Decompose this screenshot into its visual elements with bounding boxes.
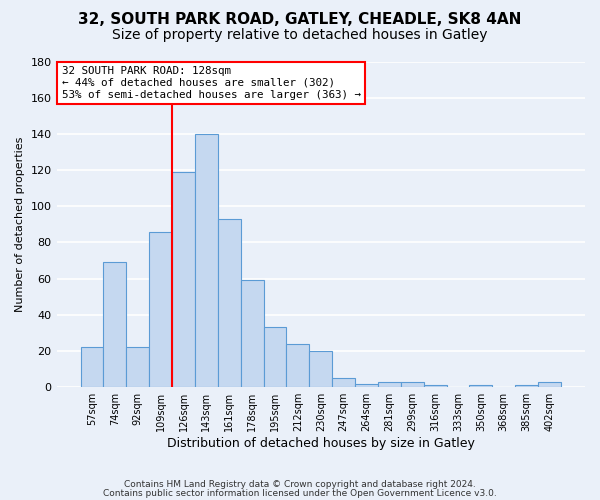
Bar [424, 386, 446, 387]
Bar [401, 382, 424, 387]
Bar [149, 232, 172, 387]
Bar [127, 348, 149, 387]
X-axis label: Distribution of detached houses by size in Gatley: Distribution of detached houses by size … [167, 437, 475, 450]
Text: 32, SOUTH PARK ROAD, GATLEY, CHEADLE, SK8 4AN: 32, SOUTH PARK ROAD, GATLEY, CHEADLE, SK… [79, 12, 521, 28]
Text: Contains HM Land Registry data © Crown copyright and database right 2024.: Contains HM Land Registry data © Crown c… [124, 480, 476, 489]
Bar [378, 382, 401, 387]
Bar [332, 378, 355, 387]
Y-axis label: Number of detached properties: Number of detached properties [15, 136, 25, 312]
Bar [286, 344, 310, 387]
Bar [469, 386, 493, 387]
Text: Size of property relative to detached houses in Gatley: Size of property relative to detached ho… [112, 28, 488, 42]
Bar [263, 328, 286, 387]
Text: 32 SOUTH PARK ROAD: 128sqm
← 44% of detached houses are smaller (302)
53% of sem: 32 SOUTH PARK ROAD: 128sqm ← 44% of deta… [62, 66, 361, 100]
Bar [103, 262, 127, 387]
Bar [241, 280, 263, 387]
Bar [195, 134, 218, 387]
Bar [515, 386, 538, 387]
Bar [538, 382, 561, 387]
Bar [310, 351, 332, 387]
Bar [172, 172, 195, 387]
Bar [355, 384, 378, 387]
Bar [80, 348, 103, 387]
Text: Contains public sector information licensed under the Open Government Licence v3: Contains public sector information licen… [103, 490, 497, 498]
Bar [218, 219, 241, 387]
